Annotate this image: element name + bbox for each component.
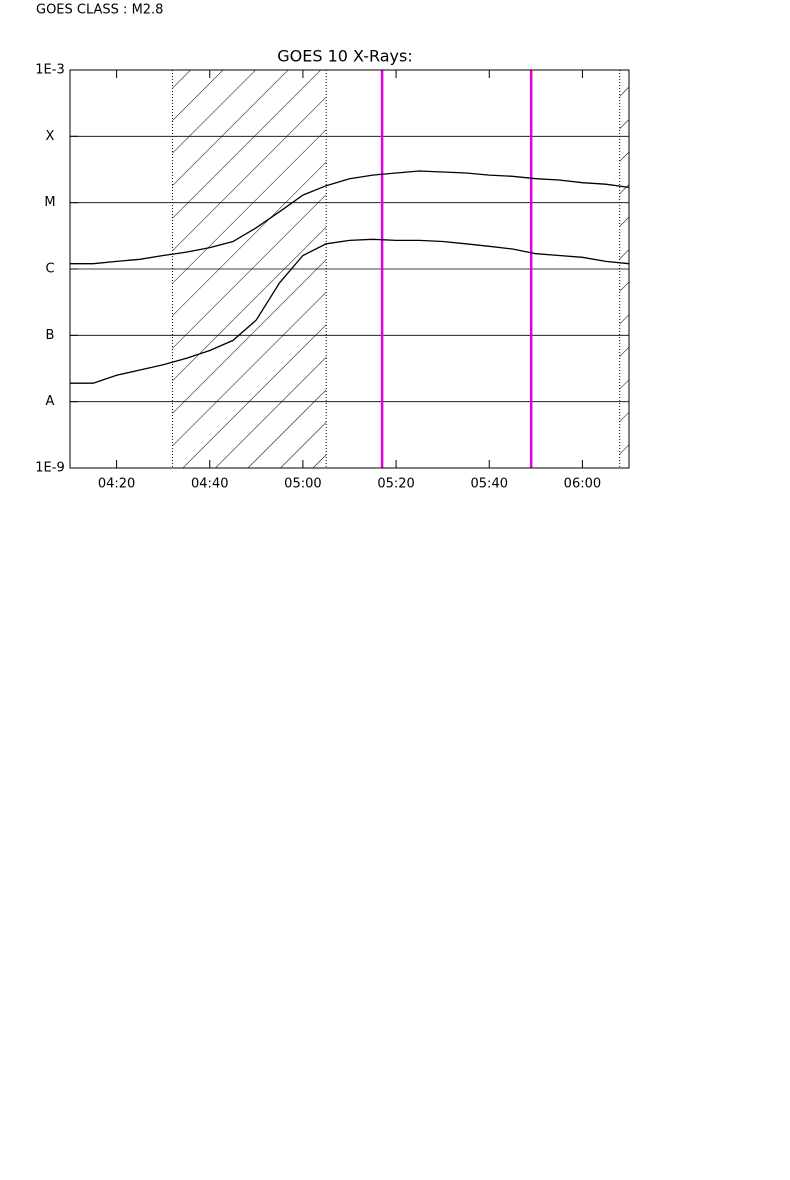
- flux-line: [70, 170, 629, 265]
- x-tick-label: 05:20: [377, 477, 414, 492]
- y-tick-label: X: [46, 129, 55, 144]
- y-tick-label: C: [45, 262, 54, 277]
- y-tick-label: A: [46, 394, 55, 409]
- y-tick-label: 1E-9: [35, 461, 64, 476]
- goes-class: GOES CLASS : M2.8: [36, 3, 163, 18]
- x-tick-label: 05:00: [284, 477, 321, 492]
- x-tick-label: 06:00: [564, 477, 601, 492]
- plot-area: [70, 70, 629, 468]
- y-tick-label: M: [44, 195, 55, 210]
- chart-title: GOES 10 X-Rays:: [277, 47, 413, 66]
- x-tick-label: 04:20: [98, 477, 135, 492]
- y-tick-label: B: [46, 328, 55, 343]
- x-tick-label: 04:40: [191, 477, 228, 492]
- flux-line: [70, 238, 629, 384]
- y-tick-label: 1E-3: [35, 63, 64, 78]
- x-tick-label: 05:40: [471, 477, 508, 492]
